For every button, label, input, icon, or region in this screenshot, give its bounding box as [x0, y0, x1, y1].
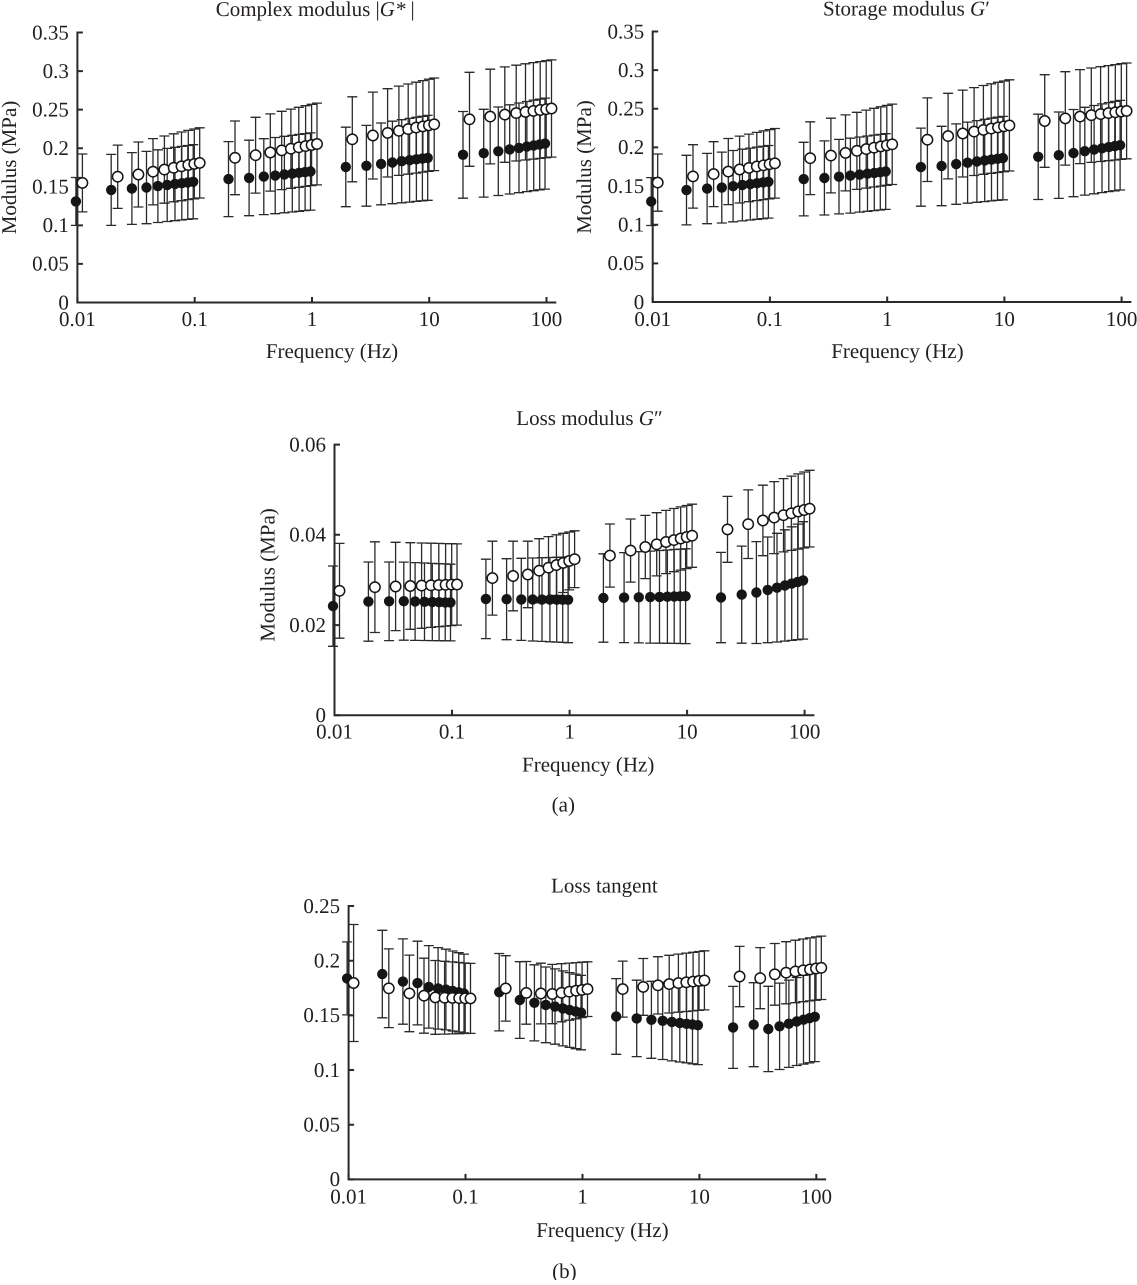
svg-text:0.06: 0.06	[289, 432, 326, 456]
svg-text:0.1: 0.1	[452, 1185, 478, 1209]
svg-text:0.1: 0.1	[439, 720, 465, 744]
svg-text:Loss modulus G″: Loss modulus G″	[516, 406, 662, 430]
svg-text:0.15: 0.15	[303, 1003, 340, 1027]
svg-text:Modulus (MPa): Modulus (MPa)	[572, 100, 596, 234]
svg-text:0.1: 0.1	[314, 1058, 340, 1082]
svg-text:0.2: 0.2	[314, 949, 340, 973]
svg-text:0.15: 0.15	[607, 174, 644, 198]
svg-text:0.25: 0.25	[607, 97, 644, 121]
svg-text:0.3: 0.3	[43, 59, 69, 83]
svg-text:1: 1	[577, 1185, 588, 1209]
svg-text:0.01: 0.01	[634, 307, 671, 331]
svg-text:0.35: 0.35	[32, 20, 69, 44]
svg-text:0.1: 0.1	[43, 213, 69, 237]
svg-text:0.05: 0.05	[303, 1113, 340, 1137]
svg-text:0.35: 0.35	[607, 19, 644, 43]
svg-text:Frequency (Hz): Frequency (Hz)	[266, 339, 398, 363]
svg-text:10: 10	[419, 307, 440, 331]
svg-text:Modulus (MPa): Modulus (MPa)	[256, 508, 280, 642]
svg-text:Complex modulus |G*|: Complex modulus |G* |	[216, 0, 415, 21]
svg-text:0.25: 0.25	[303, 894, 340, 918]
svg-text:10: 10	[689, 1185, 710, 1209]
svg-text:0.2: 0.2	[43, 136, 69, 160]
svg-text:Loss tangent: Loss tangent	[551, 873, 658, 897]
svg-text:1: 1	[882, 307, 893, 331]
svg-text:0.3: 0.3	[618, 58, 644, 82]
svg-text:0.01: 0.01	[316, 720, 353, 744]
svg-text:100: 100	[1106, 307, 1137, 331]
svg-text:0.04: 0.04	[289, 523, 326, 547]
svg-text:100: 100	[801, 1185, 833, 1209]
svg-text:100: 100	[789, 720, 821, 744]
svg-text:1: 1	[564, 720, 575, 744]
svg-text:0: 0	[316, 703, 327, 727]
svg-text:Storage modulus G′: Storage modulus G′	[823, 0, 990, 21]
svg-text:0.01: 0.01	[59, 307, 96, 331]
svg-text:0.02: 0.02	[289, 613, 326, 637]
svg-text:Frequency (Hz): Frequency (Hz)	[522, 752, 654, 776]
svg-text:0.25: 0.25	[32, 97, 69, 121]
svg-text:0.05: 0.05	[607, 251, 644, 275]
svg-text:0: 0	[330, 1167, 341, 1191]
svg-text:10: 10	[994, 307, 1015, 331]
svg-text:0: 0	[58, 290, 69, 314]
svg-text:0.2: 0.2	[618, 135, 644, 159]
svg-text:(a): (a)	[552, 793, 575, 817]
svg-text:(b): (b)	[552, 1259, 577, 1280]
svg-text:Modulus (MPa): Modulus (MPa)	[0, 101, 21, 235]
svg-text:0.1: 0.1	[618, 213, 644, 237]
svg-text:1: 1	[307, 307, 318, 331]
svg-text:0.15: 0.15	[32, 175, 69, 199]
svg-text:0.05: 0.05	[32, 252, 69, 276]
svg-text:10: 10	[677, 720, 698, 744]
svg-text:0.1: 0.1	[182, 307, 208, 331]
svg-text:0.01: 0.01	[330, 1185, 367, 1209]
svg-text:Frequency (Hz): Frequency (Hz)	[831, 339, 963, 363]
svg-text:0.1: 0.1	[757, 307, 783, 331]
svg-text:0: 0	[634, 290, 645, 314]
svg-text:100: 100	[531, 307, 563, 331]
svg-text:Frequency (Hz): Frequency (Hz)	[536, 1218, 668, 1242]
